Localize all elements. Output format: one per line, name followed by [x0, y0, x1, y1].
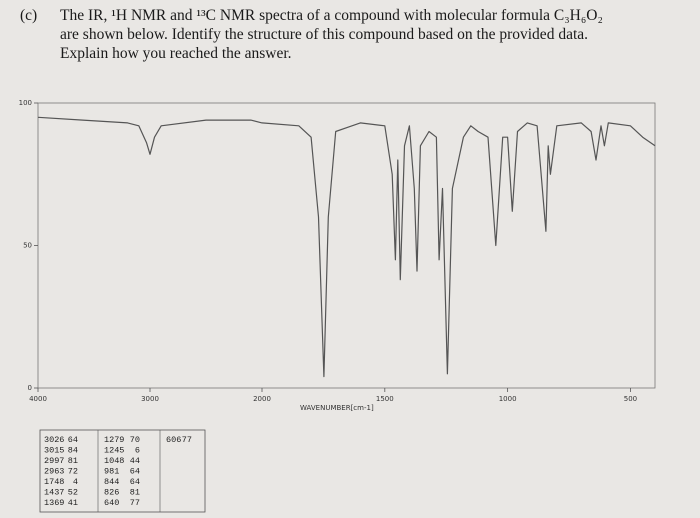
- peak-transmittance: 64: [130, 467, 140, 477]
- peak-transmittance: 70: [130, 435, 140, 445]
- peak-transmittance: 64: [130, 477, 140, 487]
- peak-wavenumber: 2997: [44, 456, 64, 466]
- question-line: are shown below. Identify the structure …: [60, 26, 588, 43]
- peak-table-frame: [39, 429, 206, 513]
- peak-transmittance: 52: [68, 488, 78, 498]
- question-label: (c): [20, 7, 37, 24]
- peak-wavenumber: 1748: [44, 477, 64, 487]
- peak-wavenumber: 3015: [44, 446, 64, 456]
- peak-transmittance: 72: [68, 467, 78, 477]
- peak-wavenumber: 1048: [104, 456, 124, 466]
- peak-wavenumber: 3026: [44, 435, 64, 445]
- x-tick-label: 500: [624, 395, 637, 403]
- peak-wavenumber: 1437: [44, 488, 64, 498]
- y-tick-label: 100: [19, 99, 32, 107]
- peak-wavenumber: 1279: [104, 435, 124, 445]
- x-tick-label: 1000: [499, 395, 517, 403]
- peak-wavenumber: 606: [166, 435, 181, 445]
- y-tick-label: 50: [23, 242, 32, 250]
- question-line: The IR, ¹H NMR and ¹³C NMR spectra of a …: [60, 7, 603, 24]
- peak-transmittance: 77: [130, 498, 140, 508]
- x-tick-label: 1500: [376, 395, 394, 403]
- peak-wavenumber: 981: [104, 467, 119, 477]
- x-tick-label: 3000: [141, 395, 159, 403]
- peak-wavenumber: 2963: [44, 467, 64, 477]
- peak-transmittance: 77: [182, 435, 192, 445]
- question-line: Explain how you reached the answer.: [60, 45, 292, 62]
- peak-wavenumber: 640: [104, 498, 119, 508]
- peak-transmittance: 4: [73, 477, 78, 487]
- peak-wavenumber: 1245: [104, 446, 124, 456]
- peak-transmittance: 6: [135, 446, 140, 456]
- x-tick-label: 2000: [253, 395, 271, 403]
- peak-transmittance: 81: [130, 488, 140, 498]
- peak-wavenumber: 826: [104, 488, 119, 498]
- spectrum-line: [37, 116, 656, 378]
- y-tick-label: 0: [28, 384, 32, 392]
- peak-wavenumber: 1369: [44, 498, 64, 508]
- peak-transmittance: 41: [68, 498, 78, 508]
- peak-transmittance: 81: [68, 456, 78, 466]
- x-axis-label: WAVENUMBER[cm-1]: [300, 404, 374, 412]
- peak-transmittance: 44: [130, 456, 140, 466]
- x-tick-label: 4000: [29, 395, 47, 403]
- peak-transmittance: 84: [68, 446, 78, 456]
- peak-transmittance: 64: [68, 435, 78, 445]
- peak-wavenumber: 844: [104, 477, 119, 487]
